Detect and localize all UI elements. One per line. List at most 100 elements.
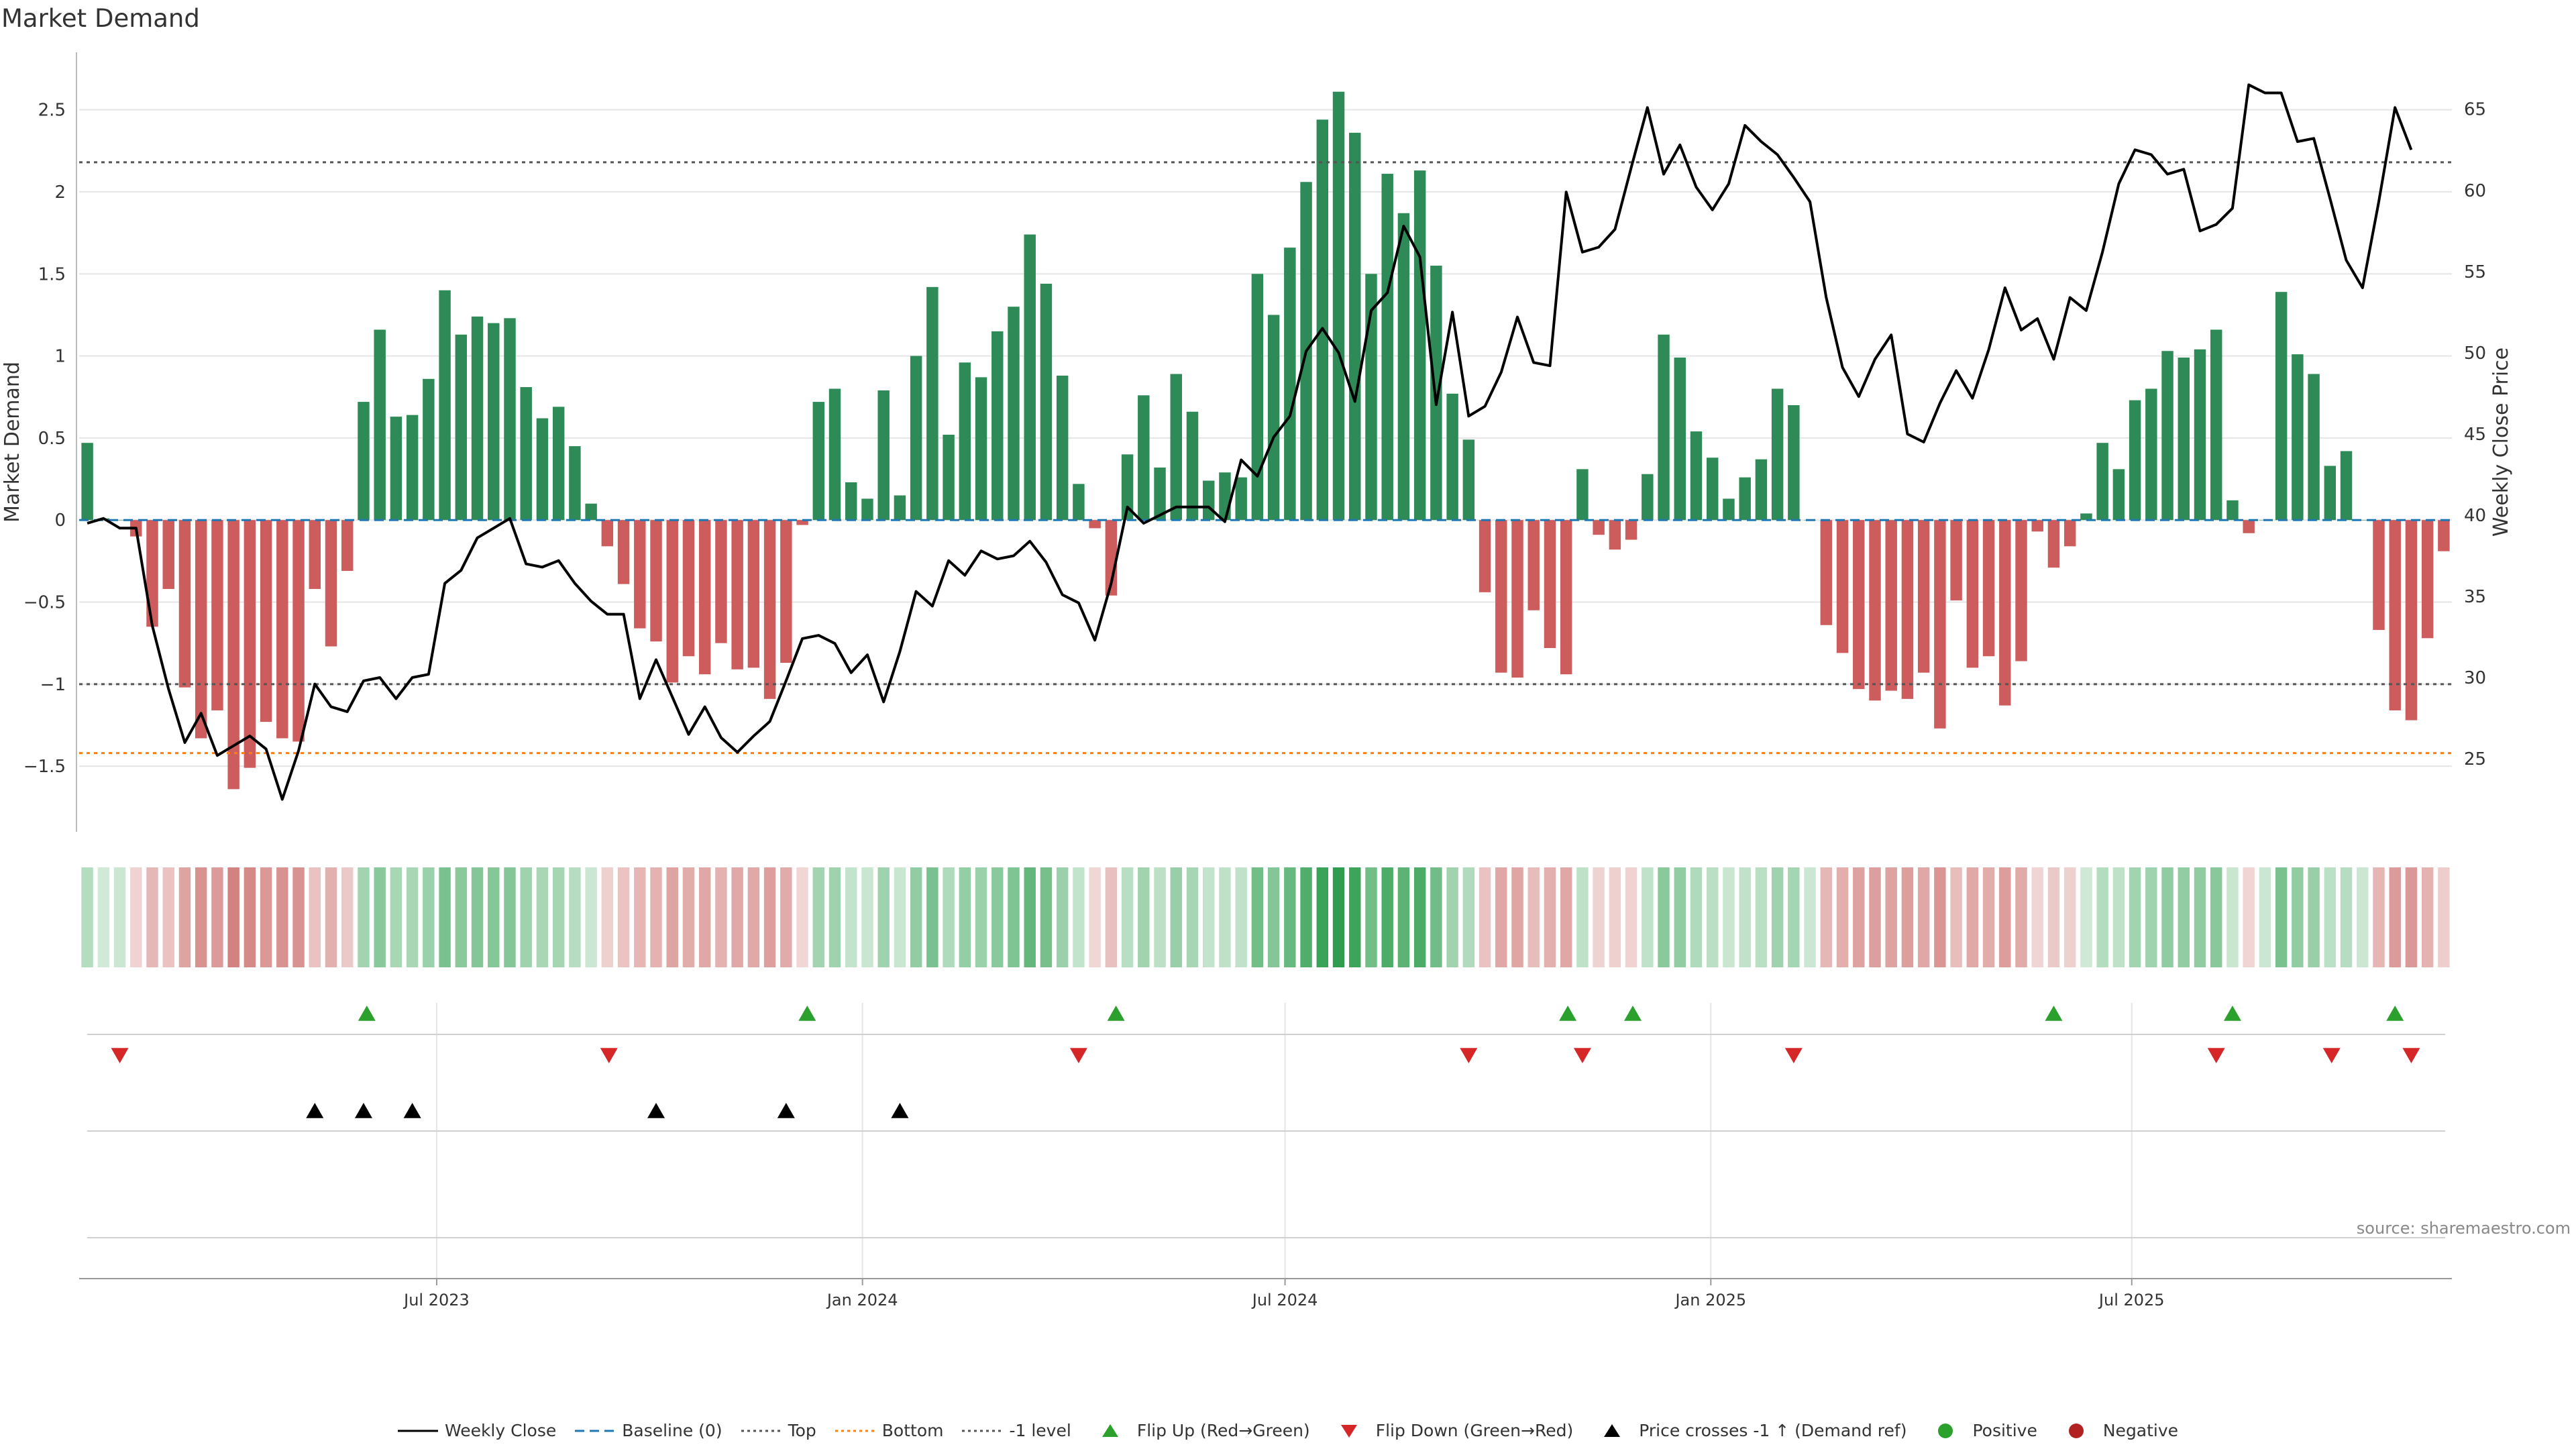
heat-cell <box>2210 867 2222 967</box>
weekly-close-line <box>87 83 2413 801</box>
demand-bar <box>2308 374 2320 521</box>
demand-bar <box>1462 439 1475 521</box>
legend-mark <box>2068 1423 2084 1438</box>
heat-cell <box>260 867 272 967</box>
heat-cell <box>991 867 1004 967</box>
demand-bar <box>1885 520 1897 691</box>
legend-swatch-dot <box>741 1430 782 1432</box>
heat-cell <box>2129 867 2141 967</box>
heat-cell <box>1593 867 1605 967</box>
flip-down-marker <box>1069 1048 1087 1063</box>
demand-bar <box>81 443 93 521</box>
flip-up-marker <box>2386 1006 2404 1021</box>
legend-label: Bottom <box>881 1421 944 1440</box>
price-cross-marker <box>777 1103 795 1118</box>
demand-bar <box>1413 170 1426 521</box>
heat-cell <box>471 867 484 967</box>
heat-cell <box>2226 867 2239 967</box>
heat-cell <box>1413 867 1426 967</box>
demand-bar <box>2275 292 2288 521</box>
heat-cell <box>2178 867 2190 967</box>
heat-cell <box>731 867 743 967</box>
heat-cell <box>504 867 516 967</box>
demand-bar <box>1771 388 1784 521</box>
y-tick-label: 1.5 <box>38 264 66 284</box>
heat-cell <box>374 867 386 967</box>
demand-bar <box>747 520 760 668</box>
heat-cell <box>195 867 207 967</box>
heat-cell <box>2112 867 2125 967</box>
heat-cell <box>666 867 678 967</box>
demand-bar <box>1381 174 1393 521</box>
heat-cell <box>423 867 435 967</box>
demand-bar <box>2161 351 2174 521</box>
price-cross-marker <box>403 1103 421 1118</box>
demand-bar <box>1950 520 1962 601</box>
demand-bar <box>2047 520 2060 568</box>
heat-cell <box>1316 867 1329 967</box>
legend-item: Flip Up (Red→Green) <box>1090 1421 1310 1440</box>
demand-bar <box>845 482 857 521</box>
demand-bar <box>520 387 532 521</box>
heat-cell <box>2275 867 2288 967</box>
demand-bar <box>113 520 126 521</box>
legend-mark <box>1604 1424 1621 1437</box>
flip-down-marker <box>111 1048 129 1063</box>
demand-bar <box>1332 91 1345 521</box>
heat-cell <box>1008 867 1020 967</box>
heat-cell <box>1430 867 1442 967</box>
legend-item: Price crosses -1 ↑ (Demand ref) <box>1592 1421 1907 1440</box>
demand-bar <box>991 331 1004 521</box>
demand-bar <box>1560 520 1572 675</box>
axes-layer: −1.5 −1 −0.5 0 0.5 1 1.5 2 2.5 25 30 35 40 45 50 55 60 65… <box>1 52 2513 832</box>
price-cross-marker <box>891 1103 909 1118</box>
heat-cell <box>780 867 792 967</box>
heat-cell <box>455 867 468 967</box>
demand-bar <box>2438 520 2450 551</box>
heat-cell <box>1853 867 1865 967</box>
demand-bar <box>1609 520 1621 550</box>
heat-cell <box>97 867 110 967</box>
heat-cell <box>1349 867 1361 967</box>
legend-item: -1 level <box>962 1421 1071 1440</box>
heat-cell <box>536 867 549 967</box>
x-tick-label: Jan 2024 <box>826 1291 898 1309</box>
demand-bar <box>1544 520 1556 649</box>
heat-cell <box>1121 867 1134 967</box>
demand-bar <box>374 329 386 521</box>
heat-cell <box>1836 867 1849 967</box>
demand-bar <box>146 520 158 627</box>
demand-bars <box>81 91 2450 790</box>
heat-cell <box>1982 867 1995 967</box>
heat-cell <box>1202 867 1215 967</box>
heat-cell <box>113 867 126 967</box>
demand-bar <box>2340 451 2353 521</box>
y-tick-label: −1.5 <box>23 757 66 777</box>
heat-cell <box>1462 867 1475 967</box>
heat-cell <box>2015 867 2027 967</box>
legend-label: -1 level <box>1009 1421 1071 1440</box>
demand-bar <box>1024 234 1036 521</box>
demand-bar <box>1642 474 1654 521</box>
demand-bar <box>2063 520 2076 547</box>
heat-cell <box>682 867 695 967</box>
demand-bar <box>2210 329 2222 521</box>
demand-bar <box>1593 520 1605 535</box>
demand-bar <box>2096 443 2108 521</box>
demand-bar <box>2324 466 2337 521</box>
demand-bar <box>276 520 288 739</box>
heat-cell <box>926 867 938 967</box>
demand-bar <box>1008 307 1020 521</box>
demand-bar <box>1349 132 1361 521</box>
heat-cell <box>1950 867 1962 967</box>
demand-bar <box>698 520 711 675</box>
demand-bar <box>731 520 743 669</box>
demand-bar <box>1105 520 1118 596</box>
chart-title: Market Demand <box>1 4 200 33</box>
heat-cell <box>650 867 662 967</box>
demand-bar <box>715 520 727 643</box>
heat-cell <box>1869 867 1881 967</box>
demand-bar <box>1138 395 1150 521</box>
heat-cell <box>1251 867 1264 967</box>
demand-bar <box>1397 213 1410 521</box>
